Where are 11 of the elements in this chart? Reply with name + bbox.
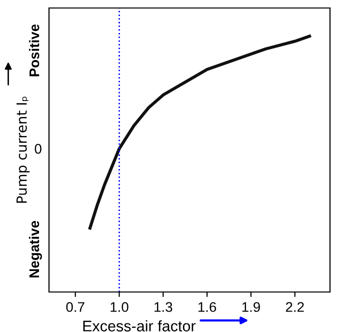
text: Positive: [29, 24, 40, 76]
text: Negative: [28, 220, 42, 278]
x-tick-label: 1.6: [198, 302, 216, 312]
x-tick-label: 1.0: [110, 302, 128, 312]
x-axis-title: Excess-air factor: [83, 320, 196, 332]
x-tick-label: 1.9: [242, 302, 260, 312]
x-tick-label: 0.7: [66, 302, 84, 312]
y-axis-title: Pump current Iₚ: [16, 96, 30, 203]
text: 0: [34, 144, 42, 154]
x-tick-label: 2.2: [286, 302, 304, 312]
x-tick-label: 1.3: [154, 302, 172, 312]
